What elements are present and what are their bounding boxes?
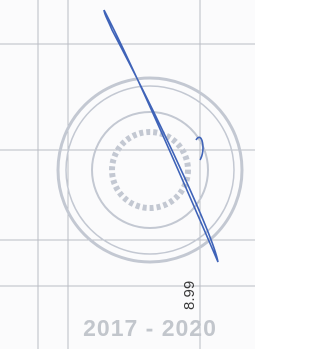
- page: {"annotation": "8.99", "footer_text": "2…: [0, 0, 255, 349]
- footer-text: 2017 - 2020: [83, 315, 217, 341]
- annotation: 8.99: [181, 281, 198, 310]
- scan: 8.99 2017 - 2020: [0, 0, 255, 349]
